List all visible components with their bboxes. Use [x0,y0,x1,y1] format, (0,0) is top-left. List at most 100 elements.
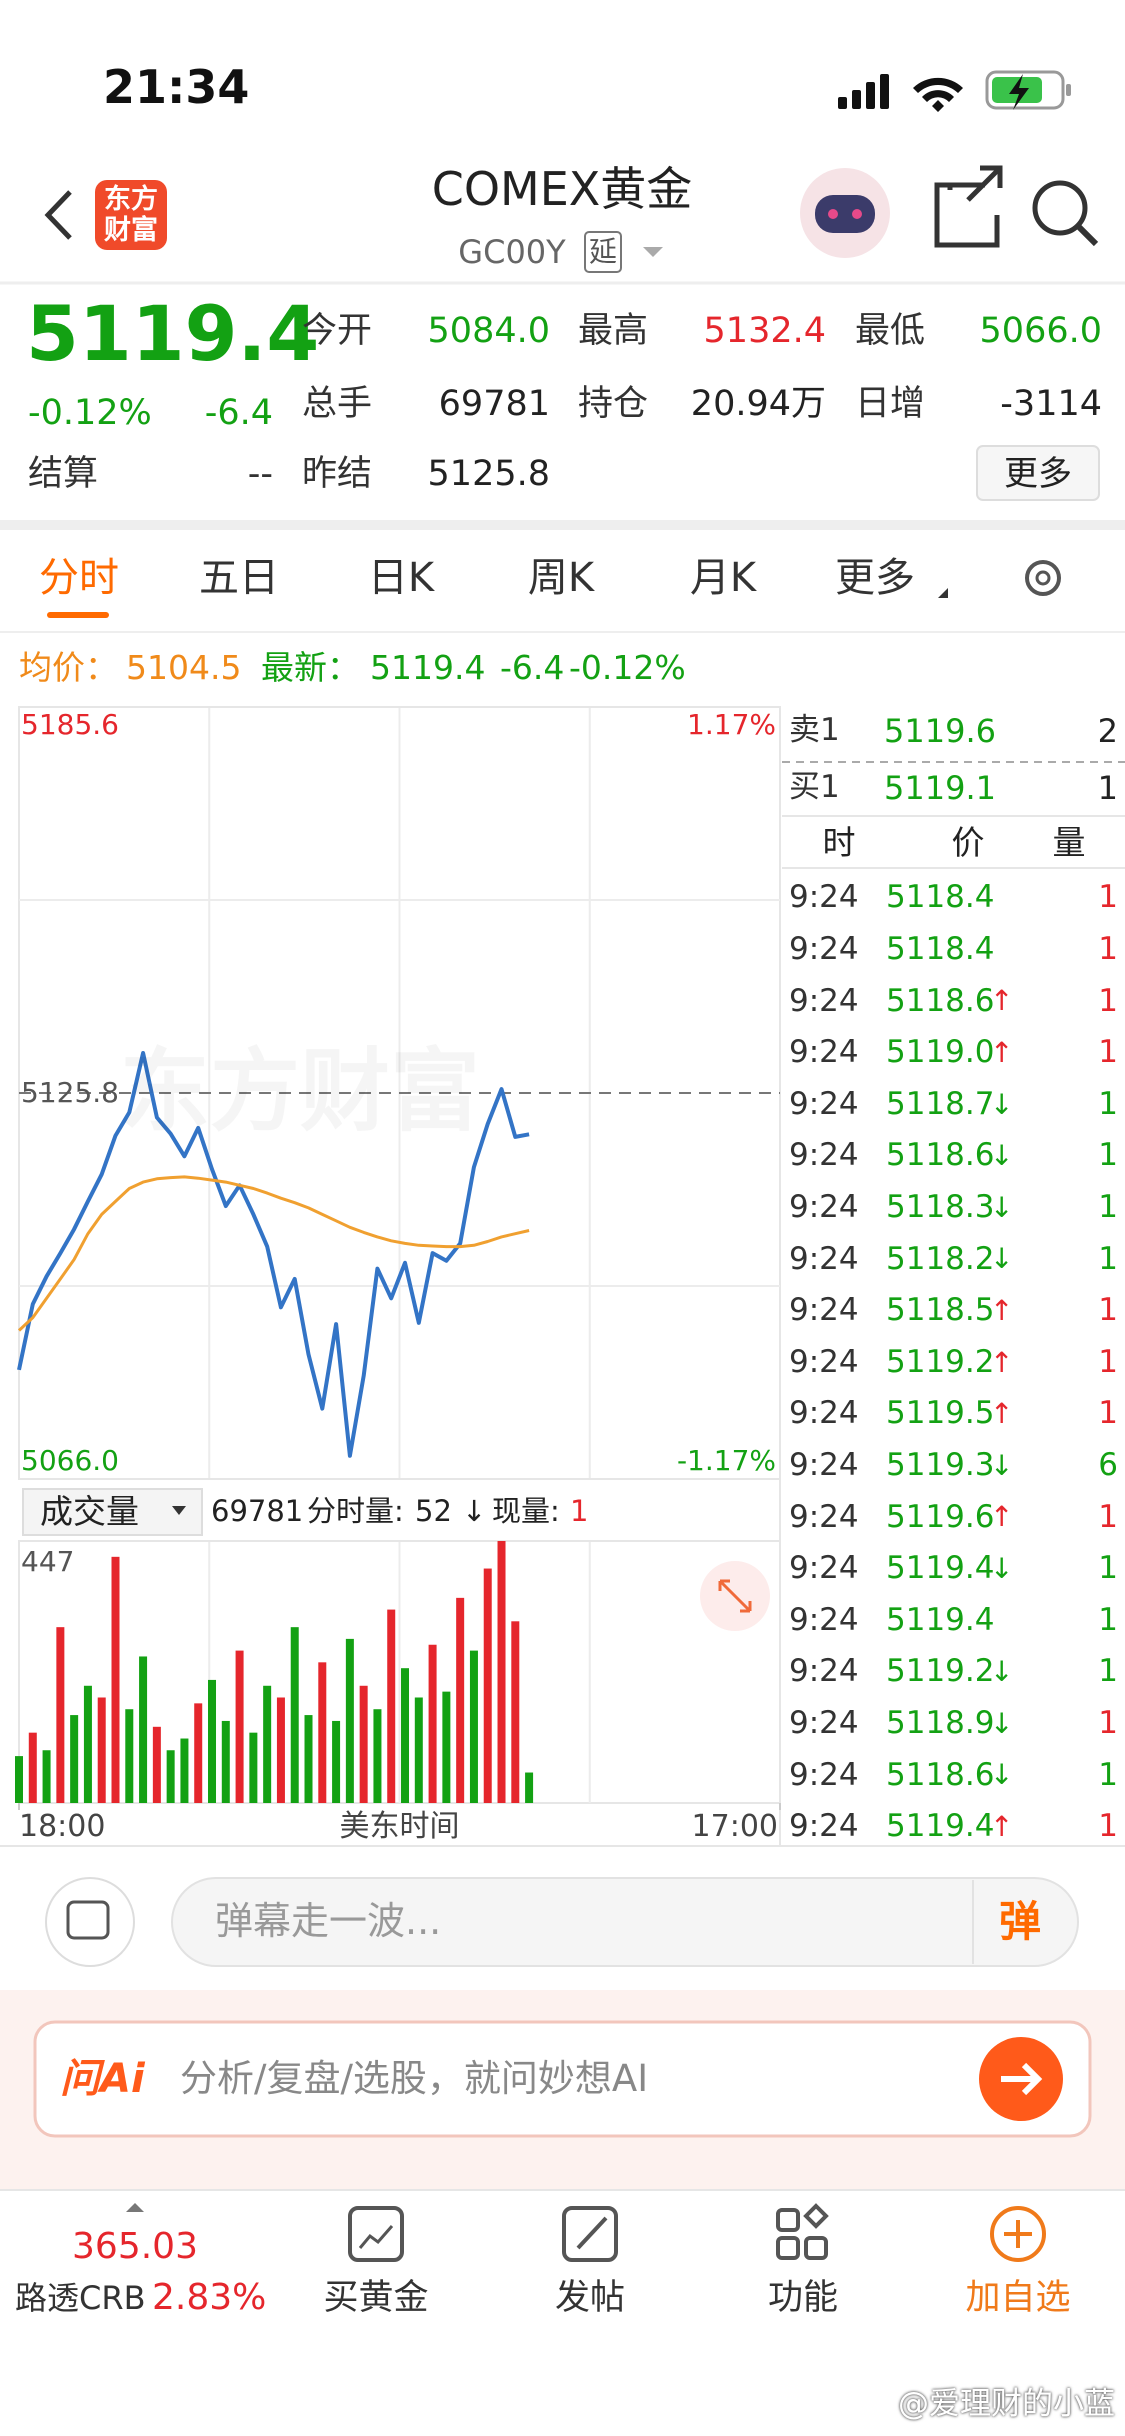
settings[interactable] [1025,560,1061,596]
trade-volume: 1 [1098,1601,1118,1638]
volume-label[interactable]: 成交量 [40,1492,139,1532]
volume-dropdown [172,1506,186,1515]
stat-label: 日增 [855,384,926,424]
trade-time: 9:24 [789,1034,859,1071]
trade-volume: 1 [1098,982,1118,1019]
trade-price: 5119.0 [886,1034,995,1071]
nav-item[interactable]: 功能 [767,2278,839,2318]
search[interactable] [1032,180,1088,236]
volume-bar [332,1720,341,1803]
volume-bar [469,1650,478,1803]
trade-volume: 1 [1098,1395,1118,1432]
tab[interactable]: 分时 [39,555,119,601]
trade-price: 5118.6 [886,982,995,1019]
volume-bar [235,1650,244,1803]
y2-tick-label: -1.17% [676,1444,776,1478]
avg-label: 均价： [19,648,118,688]
ai-placeholder[interactable]: 分析/复盘/选股，就问妙想AI [180,2056,649,2100]
trade-volume: 1 [1098,1550,1118,1587]
x-axis-label: 美东时间 [339,1809,460,1844]
index-name[interactable]: 路透CRB [15,2278,146,2317]
comment-send[interactable]: 弹 [998,1896,1042,1946]
trade-volume: 1 [1098,879,1118,916]
tag-box [584,231,622,273]
change: -6.4 [500,648,565,688]
stat-value: 5132.4 [703,311,826,351]
nav-icon[interactable] [562,2206,618,2262]
nav-icon[interactable] [990,2206,1046,2262]
volume-bar [359,1685,368,1803]
y-tick-label: 5066.0 [21,1444,119,1478]
trade-volume: 1 [1098,931,1118,967]
volume-bar [111,1556,120,1803]
trade-arrow: ↑ [990,984,1014,1018]
volume-bar [139,1656,148,1803]
logo-bg [95,180,167,250]
trade-volume: 1 [1098,1705,1118,1741]
trade-arrow: ↑ [990,1500,1014,1534]
comment-input[interactable] [171,1877,1079,1967]
more-button[interactable]: 更多 [1004,453,1072,494]
tab[interactable]: 日K [367,555,435,601]
book-header: 价 [951,823,985,863]
tab[interactable]: 月K [689,555,757,601]
volume-bar [125,1709,134,1803]
volume-bar [442,1691,451,1803]
comment-placeholder[interactable]: 弹幕走一波... [215,1899,442,1944]
volume-bar [456,1597,465,1803]
ai-input[interactable] [33,2020,1092,2138]
nav-item[interactable]: 买黄金 [323,2278,429,2318]
logo: 东方财富 [104,184,158,246]
trade-volume: 1 [1098,1189,1118,1225]
volume-bar [511,1621,520,1803]
back[interactable] [44,190,72,240]
trade-price: 5119.4 [886,1601,995,1638]
tab[interactable]: 周K [527,555,595,601]
ask-price: 5119.6 [884,711,996,750]
trade-time: 9:24 [789,879,859,916]
volume-bar [42,1750,51,1803]
volume-bar [194,1703,203,1803]
nav-icon[interactable] [776,2203,829,2260]
y-tick-label: 5125.8 [21,1076,119,1110]
index-pct[interactable]: 2.83% [152,2277,267,2319]
trade-time: 9:24 [789,1601,859,1638]
tab[interactable]: 更多 [835,555,915,601]
trade-price: 5118.9 [886,1705,995,1741]
trade-time: 9:24 [789,1756,859,1793]
watermark: 东方财富 [120,1038,480,1146]
share[interactable] [934,165,1003,248]
stat-label: 昨结 [302,454,373,494]
ai-arrow [1001,2062,1043,2096]
y2-tick-label: 1.17% [687,708,776,742]
dropdown[interactable] [643,247,663,257]
volume-bar [290,1627,299,1803]
tab[interactable]: 五日 [199,555,279,601]
volume-selector[interactable] [22,1488,203,1536]
series-line [17,1051,530,1458]
trade-price: 5118.4 [886,931,995,967]
trade-time: 9:24 [789,1550,859,1587]
battery [985,70,1065,110]
trade-time: 9:24 [789,982,859,1019]
nav-item[interactable]: 发帖 [554,2278,626,2318]
comment-toggle[interactable] [45,1877,135,1967]
nav-item[interactable]: 加自选 [965,2278,1071,2318]
index-value[interactable]: 365.03 [72,2226,198,2268]
last-label: 最新： [261,648,360,688]
trade-time: 9:24 [789,931,859,967]
trade-volume: 1 [1098,1498,1118,1535]
more-button[interactable] [976,445,1100,501]
stat-value: 5125.8 [427,454,550,494]
last-value: 5119.4 [370,648,486,688]
volume-bar [263,1685,272,1803]
volume-bar [428,1644,437,1803]
nav-icon[interactable] [348,2206,404,2262]
stat-label: 最低 [855,311,926,351]
trade-volume: 1 [1098,1240,1118,1277]
settings-core [1035,570,1051,586]
trade-time: 9:24 [789,1447,859,1483]
trade-volume: 1 [1098,1034,1118,1071]
trade-time: 9:24 [789,1653,859,1690]
weibo-watermark: @爱理财的小蓝 [898,2386,1115,2423]
